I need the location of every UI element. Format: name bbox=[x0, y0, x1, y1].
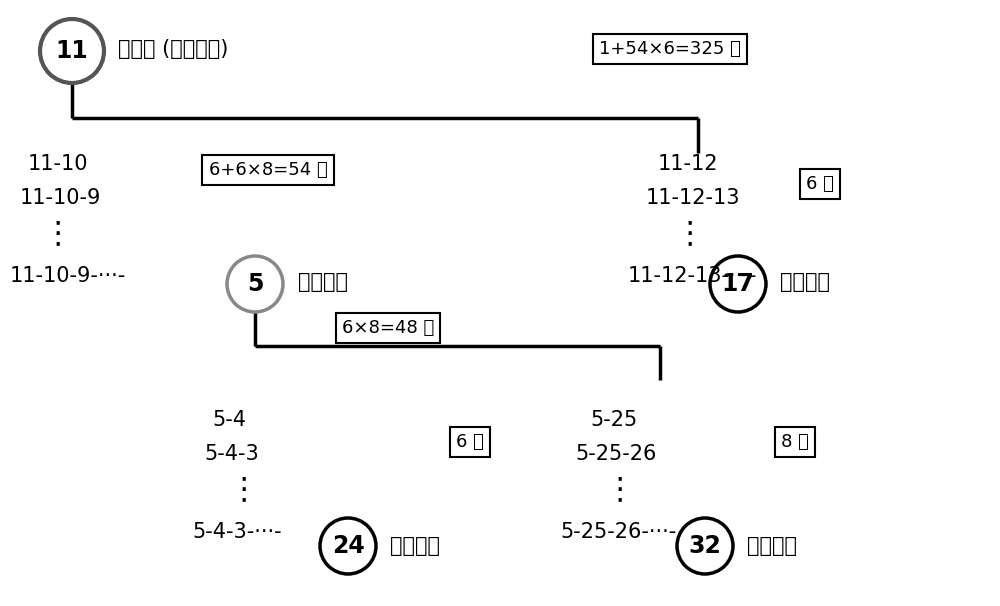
Text: 联络节点: 联络节点 bbox=[298, 272, 348, 292]
Text: 24: 24 bbox=[332, 534, 364, 558]
Text: 5: 5 bbox=[247, 272, 263, 296]
Circle shape bbox=[677, 518, 733, 574]
Text: 32: 32 bbox=[689, 534, 721, 558]
Text: 17: 17 bbox=[722, 272, 754, 296]
Text: 1+54×6=325 种: 1+54×6=325 种 bbox=[599, 40, 741, 58]
Circle shape bbox=[710, 256, 766, 312]
Text: 6 种: 6 种 bbox=[456, 433, 484, 451]
Text: 6 种: 6 种 bbox=[806, 175, 834, 193]
Text: 11-10-9-···-: 11-10-9-···- bbox=[10, 266, 126, 286]
Text: ⋮: ⋮ bbox=[43, 219, 73, 248]
Text: 终端节点: 终端节点 bbox=[747, 536, 797, 556]
Text: ⋮: ⋮ bbox=[675, 219, 705, 248]
Circle shape bbox=[320, 518, 376, 574]
Text: 终端节点: 终端节点 bbox=[780, 272, 830, 292]
Text: 11-12: 11-12 bbox=[658, 154, 718, 174]
Text: 根节点 (联络节点): 根节点 (联络节点) bbox=[118, 39, 228, 59]
Text: 5-4-3: 5-4-3 bbox=[204, 444, 259, 464]
Text: ⋮: ⋮ bbox=[605, 476, 635, 505]
Text: 11: 11 bbox=[56, 39, 88, 63]
Text: 终端节点: 终端节点 bbox=[390, 536, 440, 556]
Circle shape bbox=[40, 19, 104, 83]
Text: 11-10-9: 11-10-9 bbox=[20, 188, 101, 208]
Text: ⋮: ⋮ bbox=[229, 476, 259, 505]
Text: 11-12-13-···-: 11-12-13-···- bbox=[628, 266, 757, 286]
Text: 8 种: 8 种 bbox=[781, 433, 809, 451]
Text: 5-4: 5-4 bbox=[212, 410, 246, 430]
Text: 5-4-3-···-: 5-4-3-···- bbox=[192, 522, 282, 542]
Text: 11-12-13: 11-12-13 bbox=[646, 188, 740, 208]
Text: 11-10: 11-10 bbox=[28, 154, 88, 174]
Text: 6×8=48 种: 6×8=48 种 bbox=[342, 319, 434, 337]
Text: 5-25-26-···-: 5-25-26-···- bbox=[560, 522, 676, 542]
Text: 5-25: 5-25 bbox=[590, 410, 637, 430]
Circle shape bbox=[227, 256, 283, 312]
Text: 6+6×8=54 种: 6+6×8=54 种 bbox=[209, 161, 327, 179]
Text: 5-25-26: 5-25-26 bbox=[575, 444, 656, 464]
